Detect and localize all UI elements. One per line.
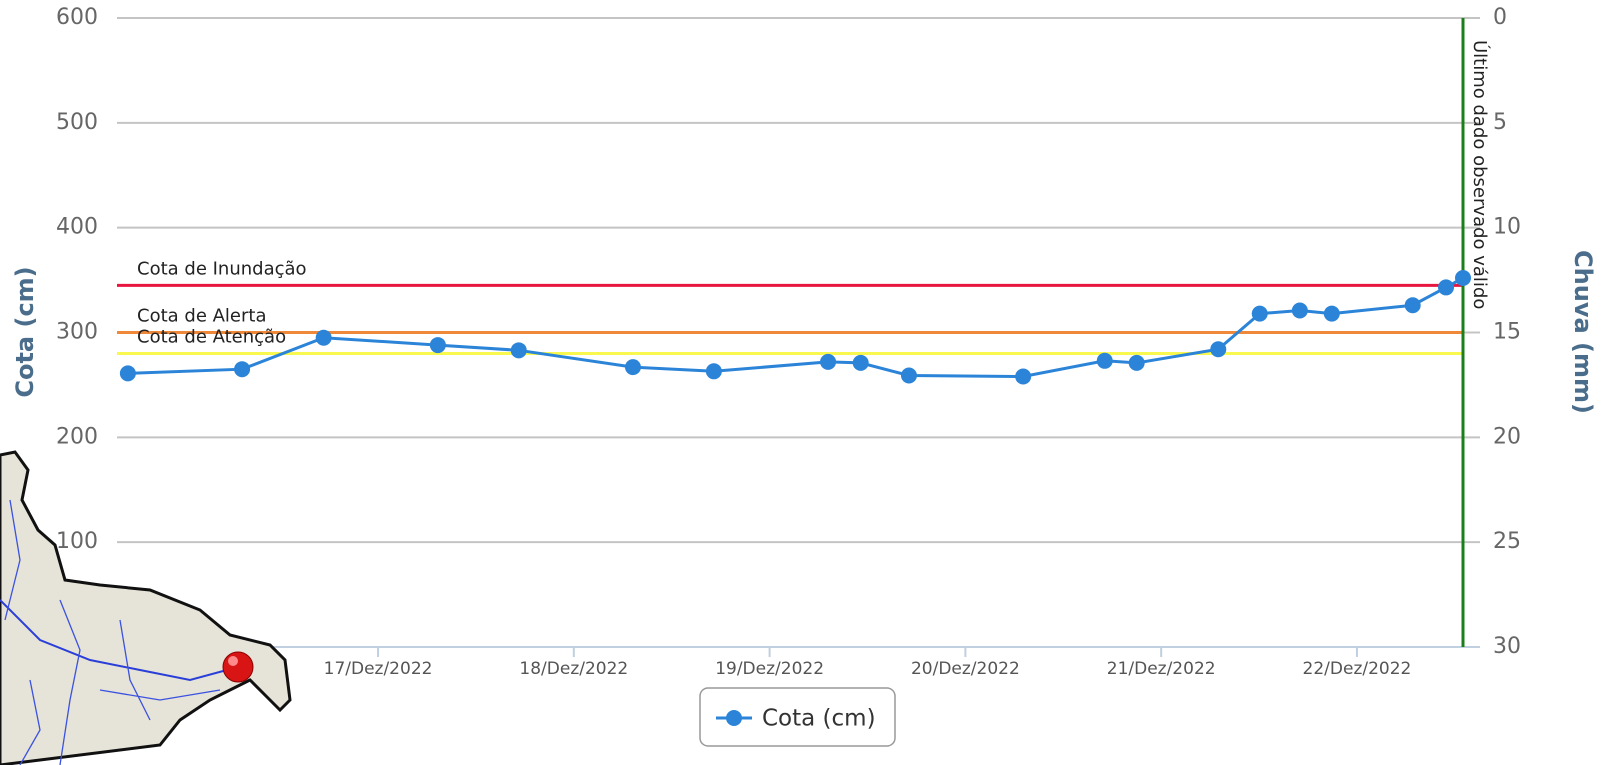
y2-tick-label: 20 xyxy=(1493,424,1521,449)
y2-tick-label: 5 xyxy=(1493,110,1507,135)
y2-tick-label: 15 xyxy=(1493,320,1521,345)
last-data-label: Último dado observado válido xyxy=(1469,40,1491,309)
river xyxy=(0,599,239,682)
y-tick-label: 400 xyxy=(56,215,98,240)
data-point xyxy=(510,342,527,359)
data-point xyxy=(900,367,917,384)
data-point xyxy=(1128,354,1145,371)
legend-label: Cota (cm) xyxy=(762,706,876,732)
data-point xyxy=(1096,352,1113,369)
y2-tick-label: 30 xyxy=(1493,634,1521,659)
x-tick-label: 20/Dez/2022 xyxy=(911,659,1020,679)
plot-line-label: Cota de Alerta xyxy=(137,306,267,327)
legend-box xyxy=(699,687,896,747)
station-marker xyxy=(222,651,254,683)
data-point xyxy=(119,365,136,382)
y-tick-label: 300 xyxy=(56,320,98,345)
legend-symbol xyxy=(726,710,742,726)
plot-line-label: Cota de Atenção xyxy=(137,326,286,347)
data-point xyxy=(1015,368,1032,385)
y2-tick-label: 10 xyxy=(1493,215,1521,240)
y-tick-label: 600 xyxy=(56,5,98,30)
x-tick-label: 17/Dez/2022 xyxy=(324,659,433,679)
data-point xyxy=(1291,302,1308,319)
y2-tick-label: 25 xyxy=(1493,529,1521,554)
data-point xyxy=(820,353,837,370)
y-tick-label: 200 xyxy=(56,424,98,449)
map-inset xyxy=(0,450,292,765)
data-point xyxy=(705,363,722,380)
y2-axis-title: Chuva (mm) xyxy=(1569,250,1597,414)
y-axis-title: Cota (cm) xyxy=(11,266,39,397)
y-tick-label: 500 xyxy=(56,110,98,135)
y2-tick-label: 0 xyxy=(1493,5,1507,30)
map-region xyxy=(0,450,292,765)
data-point xyxy=(1323,305,1340,322)
station-marker-highlight xyxy=(228,656,238,666)
plot-line-label: Cota de Inundação xyxy=(137,258,307,279)
legend: Cota (cm) xyxy=(699,687,896,747)
x-tick-label: 19/Dez/2022 xyxy=(715,659,824,679)
river xyxy=(4,499,221,765)
y-tick-label: 100 xyxy=(56,529,98,554)
data-point xyxy=(1438,279,1455,296)
data-point xyxy=(624,359,641,376)
data-point xyxy=(429,337,446,354)
data-point xyxy=(852,354,869,371)
data-point xyxy=(234,361,251,378)
x-tick-label: 22/Dez/2022 xyxy=(1303,659,1412,679)
x-tick-label: 18/Dez/2022 xyxy=(519,659,628,679)
data-point xyxy=(1210,341,1227,358)
data-point xyxy=(1404,297,1421,314)
data-point xyxy=(1251,305,1268,322)
data-point xyxy=(315,329,332,346)
data-point xyxy=(1455,269,1471,286)
series-line xyxy=(127,276,1464,379)
x-tick-label: 21/Dez/2022 xyxy=(1107,659,1216,679)
